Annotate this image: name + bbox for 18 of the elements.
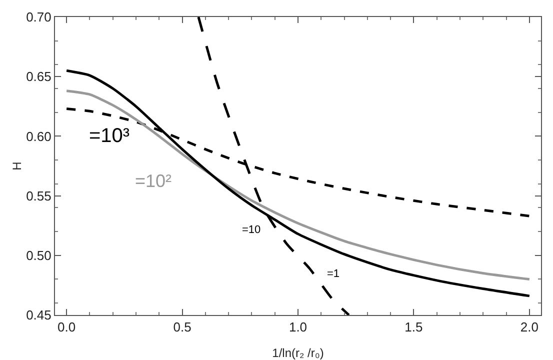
y-tick-label: 0.65 (26, 69, 52, 84)
y-tick-label: 0.60 (26, 128, 52, 144)
x-tick-label: 2.0 (520, 320, 538, 335)
y-tick-label: 0.70 (26, 10, 52, 25)
y-axis-title: H (10, 162, 24, 170)
y-tick-label: 0.50 (26, 248, 52, 263)
x-axis-title: 1/ln(r₂ /r₀) (272, 346, 324, 360)
y-tick-label: 0.55 (26, 188, 52, 204)
series-label: =1 (327, 268, 340, 280)
y-tick-label: 0.45 (26, 308, 52, 323)
x-tick-label: 1.5 (404, 320, 423, 335)
series-label: =10² (135, 171, 172, 191)
x-tick-label: 0.5 (173, 320, 192, 335)
line-series (65, 90, 531, 280)
series-label: =10³ (89, 125, 130, 147)
series-label: =10 (242, 224, 261, 236)
x-tick-label: 1.0 (288, 320, 308, 335)
x-tick-label: 0.0 (58, 320, 76, 335)
